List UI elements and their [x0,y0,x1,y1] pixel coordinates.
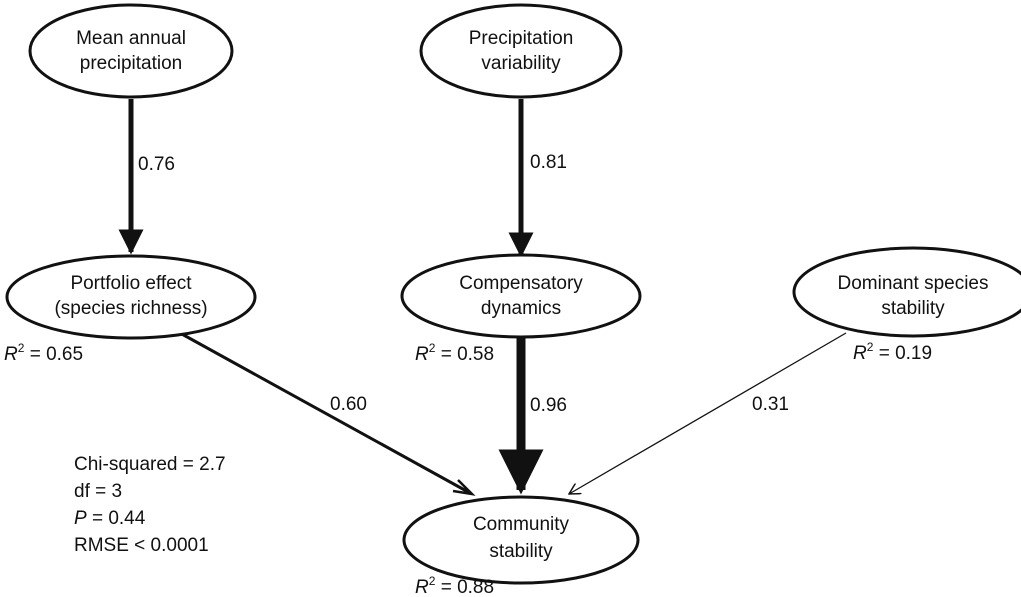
r-squared-label: R2 = 0.19 [853,340,932,364]
edge-dominant-to-community: 0.31 [569,332,847,494]
node-label-line2: variability [481,53,561,74]
node-label-line2: stability [881,298,945,319]
edge-coefficient: 0.31 [752,394,789,415]
edge-portfolio-to-community: 0.60 [179,331,476,496]
node-ellipse [419,3,623,99]
node-precipitation-variability: Precipitation variability [419,3,623,99]
r-squared-label: R2 = 0.88 [415,574,494,597]
edge-coefficient: 0.96 [530,395,567,416]
node-label-line1: Dominant species [837,273,988,294]
node-compensatory-dynamics: Compensatory dynamics R2 = 0.58 [400,253,642,365]
node-label-line1: Precipitation [469,28,574,49]
r-squared-label: R2 = 0.65 [4,341,83,365]
node-portfolio-effect: Portfolio effect (species richness) R2 =… [4,254,257,365]
node-dominant-species-stability: Dominant species stability R2 = 0.19 [792,246,1021,364]
edge-coefficient: 0.60 [330,394,367,415]
edge-line [569,332,847,494]
edge-precip-variability-to-compensatory: 0.81 [508,99,567,258]
edge-mean-precip-to-portfolio: 0.76 [118,99,175,255]
node-ellipse [792,246,1021,338]
node-label-line1: Mean annual [76,28,186,49]
node-ellipse [5,254,257,340]
p-value-stat: P = 0.44 [74,508,146,529]
df-stat: df = 3 [74,481,122,502]
edge-coefficient: 0.81 [530,152,567,173]
node-community-stability: Community stability R2 = 0.88 [402,495,640,597]
node-label-line2: stability [489,541,553,562]
edge-coefficient: 0.76 [138,154,175,175]
node-label-line1: Portfolio effect [70,273,192,294]
node-label-line2: precipitation [80,53,182,74]
edge-compensatory-to-community: 0.96 [498,337,567,495]
node-label-line1: Compensatory [459,273,583,294]
model-fit-stats: Chi-squared = 2.7 df = 3 P = 0.44 RMSE <… [74,454,226,556]
node-label-line2: (species richness) [54,298,207,319]
node-mean-annual-precipitation: Mean annual precipitation [28,3,234,99]
edge-line [179,331,471,495]
r-squared-label: R2 = 0.58 [415,341,494,365]
edge-arrowhead [452,479,476,496]
node-label-line2: dynamics [481,298,561,319]
rmse-stat: RMSE < 0.0001 [74,535,209,556]
node-label-line1: Community [473,514,570,535]
chi-squared-stat: Chi-squared = 2.7 [74,454,226,475]
node-ellipse [28,3,234,99]
node-ellipse [402,495,640,585]
node-ellipse [400,253,642,339]
